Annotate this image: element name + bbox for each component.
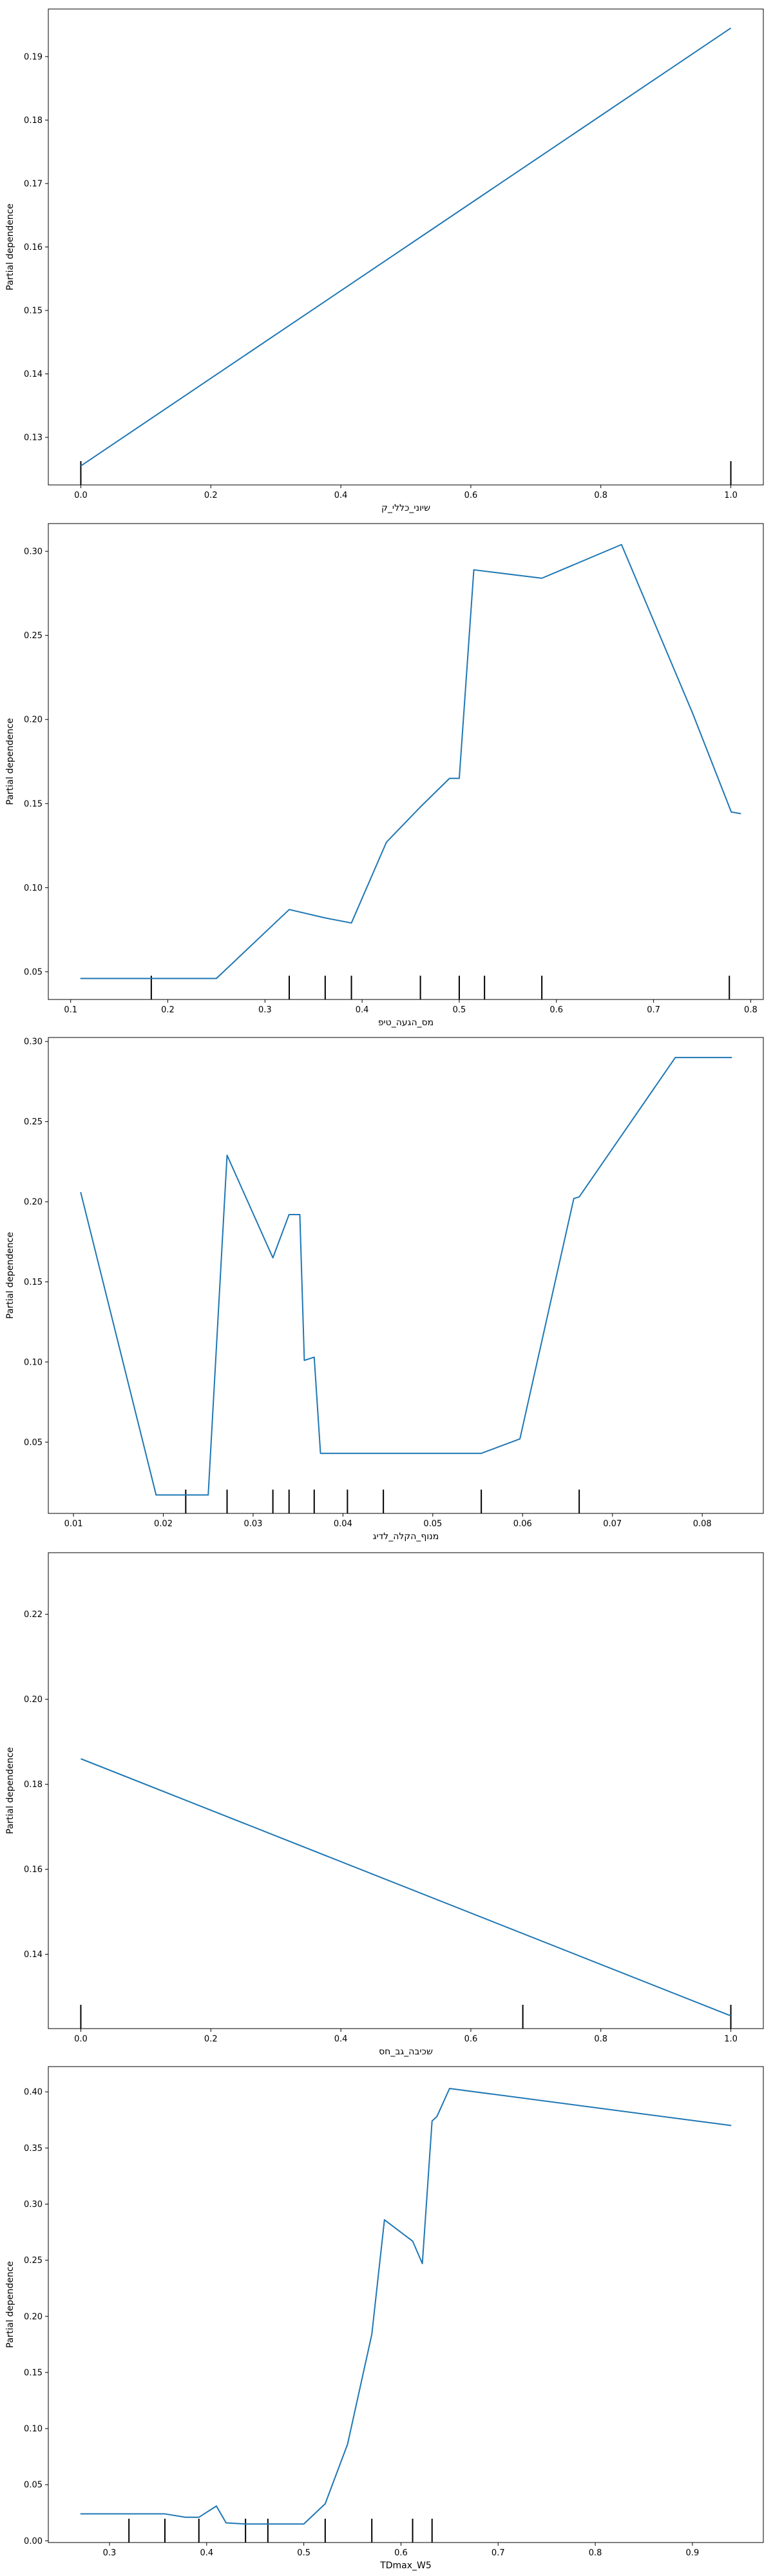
x-tick-label: 0.2: [204, 2034, 218, 2044]
y-tick-label: 0.10: [24, 1358, 43, 1367]
x-axis-label: מנוף_הקלה_לדיג: [373, 1531, 439, 1542]
x-tick-label: 0.4: [334, 2034, 348, 2044]
pdp-line: [80, 1057, 732, 1496]
plot-frame: [48, 1037, 764, 1514]
pdp-line: [80, 2087, 732, 2525]
y-tick-label: 0.25: [24, 631, 43, 641]
x-tick-label: 0.4: [334, 491, 348, 500]
x-tick-label: 0.4: [356, 1005, 369, 1015]
y-tick-label: 0.15: [24, 307, 43, 316]
x-tick-label: 0.04: [334, 1519, 352, 1529]
x-tick-label: 0.0: [74, 2034, 88, 2044]
y-axis-label: Partial dependence: [5, 2261, 15, 2348]
x-tick-label: 0.8: [744, 1005, 758, 1015]
y-tick-label: 0.15: [24, 799, 43, 809]
y-tick-label: 0.40: [24, 2088, 43, 2098]
x-tick-label: 0.7: [491, 2548, 505, 2558]
x-tick-label: 0.08: [693, 1519, 712, 1529]
pdp-panel-5: 0.3 0.4 0.5 0.6 0.7 0.8 0.9 0.00 0.05 0.10 0.15 0.2…: [5, 2066, 764, 2571]
y-axis-label: Partial dependence: [5, 204, 15, 290]
x-axis-label: TDmax_W5: [379, 2561, 432, 2571]
pdp-panel-3: 0.01 0.02 0.03 0.04 0.05 0.06 0.07 0.08 0.05 0.10…: [5, 1037, 764, 1542]
x-tick-label: 0.3: [103, 2548, 117, 2558]
y-tick-label: 0.05: [24, 967, 43, 977]
y-tick-label: 0.35: [24, 2144, 43, 2154]
y-tick-label: 0.17: [24, 179, 43, 189]
y-tick-label: 0.05: [24, 1438, 43, 1448]
y-tick-label: 0.15: [24, 1278, 43, 1287]
plot-frame: [48, 523, 764, 1000]
y-tick-label: 0.15: [24, 2368, 43, 2378]
y-tick-label: 0.14: [24, 370, 43, 379]
x-tick-label: 0.6: [394, 2548, 408, 2558]
x-tick-label: 0.5: [297, 2548, 310, 2558]
y-tick-label: 0.25: [24, 2256, 43, 2266]
y-tick-label: 0.22: [24, 1610, 43, 1620]
y-tick-label: 0.20: [24, 715, 43, 725]
pdp-panel-1: 0.0 0.2 0.4 0.6 0.8 1.0 0.13 0.14 0.15 0.16 0.17 0.…: [5, 8, 764, 513]
y-tick-label: 0.00: [24, 2537, 43, 2546]
pdp-panel-4: 0.0 0.2 0.4 0.6 0.8 1.0 0.14 0.16 0.18 0.20 0.22 שכ…: [5, 1552, 764, 2057]
x-tick-label: 0.9: [686, 2548, 700, 2558]
y-tick-label: 0.30: [24, 2200, 43, 2210]
x-tick-label: 0.6: [464, 491, 478, 500]
x-tick-label: 0.2: [161, 1005, 175, 1015]
y-tick-label: 0.19: [24, 52, 43, 62]
y-tick-label: 0.16: [24, 243, 43, 252]
y-axis-label: Partial dependence: [5, 718, 15, 805]
x-axis-label: שיוני_כללי_ק: [381, 503, 430, 513]
y-axis-label: Partial dependence: [5, 1747, 15, 1834]
x-tick-label: 0.03: [243, 1519, 262, 1529]
y-tick-label: 0.18: [24, 116, 43, 126]
y-tick-label: 0.18: [24, 1780, 43, 1790]
y-tick-label: 0.20: [24, 2312, 43, 2322]
x-tick-label: 0.7: [647, 1005, 660, 1015]
x-tick-label: 0.0: [74, 491, 88, 500]
y-tick-label: 0.25: [24, 1117, 43, 1127]
x-tick-label: 0.3: [258, 1005, 272, 1015]
plot-frame: [48, 1552, 764, 2029]
x-tick-label: 1.0: [724, 2034, 738, 2044]
y-tick-label: 0.05: [24, 2481, 43, 2490]
y-tick-label: 0.16: [24, 1865, 43, 1875]
x-tick-label: 0.2: [204, 491, 218, 500]
y-tick-label: 0.30: [24, 547, 43, 557]
y-tick-label: 0.20: [24, 1198, 43, 1208]
x-tick-label: 0.06: [513, 1519, 532, 1529]
x-tick-label: 0.8: [594, 491, 607, 500]
y-tick-label: 0.30: [24, 1037, 43, 1047]
x-tick-label: 0.6: [464, 2034, 478, 2044]
x-tick-label: 1.0: [724, 491, 738, 500]
x-tick-label: 0.8: [589, 2548, 602, 2558]
y-tick-label: 0.13: [24, 433, 43, 443]
x-tick-label: 0.02: [154, 1519, 173, 1529]
x-tick-label: 0.05: [423, 1519, 442, 1529]
x-tick-label: 0.8: [594, 2034, 607, 2044]
y-tick-label: 0.14: [24, 1950, 43, 1960]
y-tick-label: 0.10: [24, 884, 43, 893]
x-tick-label: 0.4: [200, 2548, 213, 2558]
pdp-line: [81, 1758, 731, 2017]
pdp-panel-2: 0.1 0.2 0.3 0.4 0.5 0.6 0.7 0.8 0.05 0.10 0.15 0.20…: [5, 523, 764, 1028]
y-axis-label: Partial dependence: [5, 1232, 15, 1319]
x-tick-label: 0.07: [603, 1519, 622, 1529]
pdp-line: [80, 27, 732, 467]
pdp-line: [80, 544, 741, 980]
x-axis-label: שכיבה_גב_חס: [379, 2047, 433, 2057]
x-tick-label: 0.5: [453, 1005, 466, 1015]
x-tick-label: 0.01: [64, 1519, 83, 1529]
x-axis-label: מס_הגעה_טיפ: [378, 1018, 434, 1028]
plot-frame: [48, 2066, 764, 2543]
x-tick-label: 0.6: [549, 1005, 563, 1015]
y-tick-label: 0.10: [24, 2425, 43, 2434]
y-tick-label: 0.20: [24, 1695, 43, 1705]
x-tick-label: 0.1: [64, 1005, 77, 1015]
